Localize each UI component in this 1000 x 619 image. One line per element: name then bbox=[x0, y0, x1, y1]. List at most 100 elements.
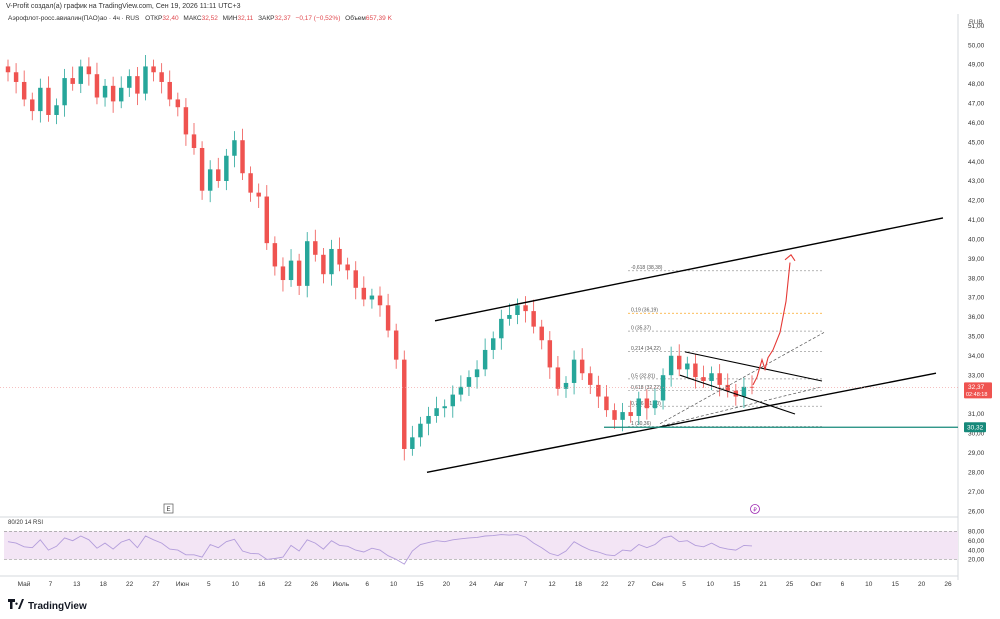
projection-dashed-upper bbox=[659, 332, 825, 425]
candle-body bbox=[604, 396, 609, 411]
time-tick-label: 21 bbox=[760, 581, 768, 588]
candle-body bbox=[652, 400, 658, 409]
time-tick-label: 7 bbox=[524, 581, 528, 588]
price-tick-label: 50,00 bbox=[968, 42, 985, 49]
price-tick-label: 47,00 bbox=[968, 101, 985, 108]
price-tick-label: 28,00 bbox=[968, 469, 985, 476]
candle-body bbox=[377, 295, 383, 306]
currency-label: RUB bbox=[969, 19, 983, 26]
lower-channel-line bbox=[426, 372, 937, 473]
candle-body bbox=[86, 66, 92, 75]
forecast-arrow-head bbox=[784, 253, 796, 262]
candle-body bbox=[418, 423, 423, 438]
candle-body bbox=[571, 359, 577, 383]
candle-body bbox=[555, 367, 561, 389]
candle-body bbox=[280, 266, 286, 281]
volume-label: Объем bbox=[345, 15, 366, 22]
time-tick-label: Май bbox=[18, 580, 31, 588]
time-tick-label: Июн bbox=[176, 581, 190, 588]
brand-name: TradingView bbox=[28, 601, 87, 612]
time-tick-label: 5 bbox=[207, 581, 211, 588]
rsi-indicator-label[interactable]: 80/20 14 RSI bbox=[8, 520, 44, 526]
candle-body bbox=[458, 386, 464, 395]
candle-body bbox=[70, 78, 75, 84]
fib-level-label: 0,214 (34,22) bbox=[631, 346, 661, 352]
time-tick-label: 25 bbox=[786, 581, 794, 588]
price-tick-label: 29,00 bbox=[968, 450, 985, 457]
candles[interactable] bbox=[5, 54, 755, 461]
candle-body bbox=[102, 85, 108, 98]
low-label: МИН bbox=[222, 15, 238, 22]
candle-body bbox=[224, 155, 229, 181]
tradingview-brand[interactable]: TradingView bbox=[8, 599, 87, 612]
candle-body bbox=[216, 169, 221, 181]
volume-value: 657,39 K bbox=[365, 15, 392, 22]
candle-body bbox=[30, 99, 35, 112]
change-value: −0,17 (−0,52%) bbox=[295, 15, 341, 22]
drawings[interactable]: E ₽ bbox=[163, 217, 958, 514]
rsi-pane[interactable]: 80,00 60,00 40,00 20,00 bbox=[4, 529, 985, 565]
price-tick-label: 37,00 bbox=[968, 295, 985, 302]
candle-body bbox=[499, 318, 504, 339]
chart-credit: V-Profit создал(а) график на TradingView… bbox=[6, 3, 241, 10]
candle-body bbox=[749, 386, 755, 388]
close-label: ЗАКР bbox=[258, 15, 275, 22]
candle-body bbox=[143, 66, 148, 94]
current-price-badge bbox=[964, 382, 992, 399]
candle-body bbox=[256, 192, 261, 197]
time-tick-label: 26 bbox=[944, 581, 952, 588]
close-value: 32,37 bbox=[274, 15, 291, 22]
price-tick-label: 27,00 bbox=[968, 489, 985, 496]
price-tick-label: 26,00 bbox=[968, 508, 985, 515]
time-tick-label: Окт bbox=[811, 581, 822, 588]
price-tick-label: 40,00 bbox=[968, 236, 985, 243]
time-tick-label: 12 bbox=[548, 581, 556, 588]
candle-body bbox=[13, 72, 19, 82]
candle-body bbox=[620, 412, 625, 420]
time-tick-label: 26 bbox=[311, 581, 319, 588]
time-tick-label: 13 bbox=[73, 581, 81, 588]
candle-body bbox=[482, 349, 488, 370]
low-value: 32,11 bbox=[237, 15, 254, 22]
rsi-line bbox=[7, 534, 753, 565]
price-tick-label: 48,00 bbox=[968, 81, 985, 88]
candle-body bbox=[296, 260, 302, 286]
flag-upper-line bbox=[684, 351, 823, 382]
candle-body bbox=[264, 196, 270, 244]
symbol-legend: Аэрофлот-росс.авиалин(ПАО)ао · 4ч · RUS … bbox=[8, 15, 395, 22]
price-tick-label: 31,00 bbox=[968, 411, 985, 418]
candle-body bbox=[434, 408, 439, 416]
time-tick-label: Июль bbox=[333, 581, 350, 588]
candle-body bbox=[345, 264, 350, 271]
candle-body bbox=[288, 260, 294, 281]
price-tick-label: 46,00 bbox=[968, 120, 985, 127]
time-axis[interactable]: Май 7 13 18 22 27 Июн 5 10 16 22 26 Июль 6 10 15 20 24 Авг… bbox=[18, 580, 952, 588]
time-tick-label: 22 bbox=[126, 581, 134, 588]
candle-body bbox=[717, 373, 722, 385]
candle-body bbox=[321, 254, 326, 275]
time-tick-label: 10 bbox=[390, 581, 398, 588]
fibonacci-retracement[interactable]: -0,618 (38,38) 0,19 (36,19) 0 (35,37) 0,214… bbox=[628, 265, 822, 427]
time-tick-label: 10 bbox=[865, 581, 873, 588]
time-tick-label: 15 bbox=[892, 581, 900, 588]
candle-body bbox=[369, 295, 375, 300]
fib-level-label: 0,5 (32,81) bbox=[631, 373, 656, 379]
dividend-marker-label: ₽ bbox=[753, 506, 757, 513]
candle-body bbox=[701, 377, 706, 382]
candle-body bbox=[442, 406, 447, 409]
time-tick-label: 20 bbox=[918, 581, 926, 588]
candle-body bbox=[304, 241, 310, 286]
support-price-value: 30,32 bbox=[967, 425, 984, 432]
fib-level-label: -0,618 (38,38) bbox=[631, 265, 663, 271]
flag-lower-line bbox=[679, 374, 796, 415]
price-tick-label: 35,00 bbox=[968, 334, 985, 341]
symbol-name[interactable]: Аэрофлот-росс.авиалин(ПАО)ао · 4ч · RUS bbox=[8, 15, 140, 22]
price-tick-label: 39,00 bbox=[968, 256, 985, 263]
candle-body bbox=[38, 87, 43, 112]
candle-body bbox=[118, 87, 124, 102]
time-tick-label: 16 bbox=[258, 581, 266, 588]
time-tick-label: 10 bbox=[232, 581, 240, 588]
rsi-tick-label: 60,00 bbox=[968, 538, 985, 545]
